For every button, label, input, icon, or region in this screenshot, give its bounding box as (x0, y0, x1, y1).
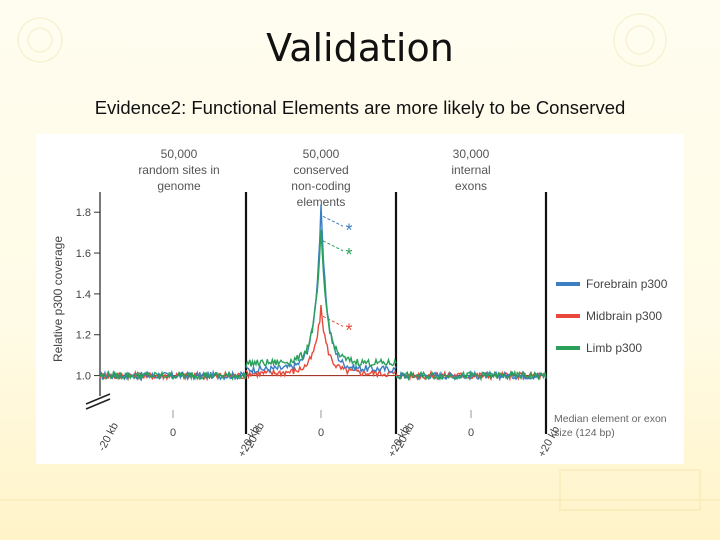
panel-header-line: internal (451, 163, 490, 177)
panel-header-line: 30,000 (453, 147, 490, 161)
y-axis-label: Relative p300 coverage (51, 236, 65, 362)
series-line-limb (395, 369, 547, 382)
axis-break-mark (85, 393, 111, 405)
y-tick-label: 1.6 (76, 248, 91, 260)
series-line-limb (245, 229, 397, 369)
series-line-limb (99, 369, 247, 382)
panel-header-line: genome (157, 179, 201, 193)
panel-header-line: elements (297, 195, 346, 209)
median-note: size (124 bp) (554, 427, 615, 439)
panel-header-line: 50,000 (161, 147, 198, 161)
chart-figure: 1.0 1.2 1.4 1.6 1.8 Relative p300 coverage 50,… (36, 134, 684, 464)
peak-asterisk: * (345, 320, 352, 340)
axis-break-mark (85, 398, 111, 410)
x-tick-label: 0 (318, 427, 324, 439)
peak-leader-line (322, 315, 344, 327)
legend-label: Forebrain p300 (586, 277, 668, 291)
slide-subtitle: Evidence2: Functional Elements are more … (94, 97, 626, 118)
peak-asterisk: * (345, 220, 352, 240)
legend-label: Limb p300 (586, 341, 642, 355)
panel-header-line: non-coding (291, 179, 350, 193)
x-tick-label: -20 kb (96, 421, 121, 454)
slide-title: Validation (266, 26, 454, 70)
peak-asterisk: * (345, 245, 352, 265)
panel-header-line: conserved (293, 163, 348, 177)
peak-leader-line (322, 240, 344, 252)
y-tick-label: 1.8 (76, 207, 91, 219)
y-tick-label: 1.0 (76, 371, 91, 383)
legend-label: Midbrain p300 (586, 309, 662, 323)
y-tick-label: 1.2 (76, 330, 91, 342)
x-tick-label: 0 (170, 427, 176, 439)
panel-header-line: exons (455, 179, 487, 193)
peak-leader-line (322, 215, 344, 227)
p300-coverage-chart: 1.0 1.2 1.4 1.6 1.8 Relative p300 coverage 50,… (51, 147, 668, 459)
panel-header-line: random sites in (138, 163, 219, 177)
x-tick-label: 0 (468, 427, 474, 439)
panel-header-line: 50,000 (303, 147, 340, 161)
y-tick-label: 1.4 (76, 289, 91, 301)
series-line-midbrain (245, 304, 397, 380)
median-note: Median element or exon (554, 413, 667, 425)
